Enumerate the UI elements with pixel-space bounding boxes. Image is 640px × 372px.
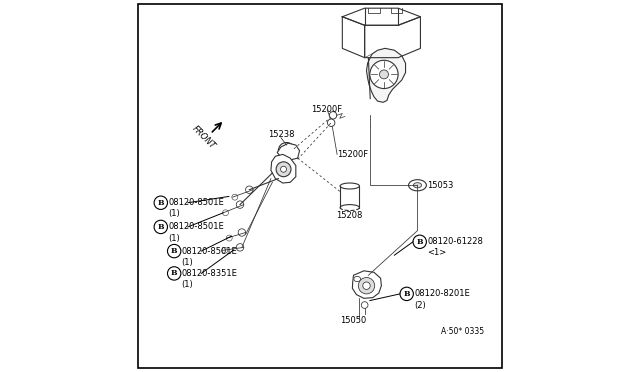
Text: 08120-8501E: 08120-8501E bbox=[182, 247, 237, 256]
Text: 15053: 15053 bbox=[427, 181, 454, 190]
Text: B: B bbox=[171, 247, 177, 255]
Text: FRONT: FRONT bbox=[190, 124, 217, 151]
Text: 15050: 15050 bbox=[340, 316, 367, 325]
Text: B: B bbox=[157, 199, 164, 207]
Circle shape bbox=[362, 302, 368, 308]
Text: 08120-61228: 08120-61228 bbox=[427, 237, 483, 246]
Text: B: B bbox=[157, 223, 164, 231]
Circle shape bbox=[330, 112, 337, 119]
Text: 15238: 15238 bbox=[268, 130, 294, 139]
Circle shape bbox=[223, 210, 228, 216]
Circle shape bbox=[370, 60, 398, 89]
Polygon shape bbox=[277, 143, 300, 160]
Text: A·50* 0335: A·50* 0335 bbox=[442, 327, 484, 336]
Text: B: B bbox=[403, 290, 410, 298]
Text: (1): (1) bbox=[182, 258, 193, 267]
Text: 15200F: 15200F bbox=[337, 150, 368, 159]
Circle shape bbox=[236, 244, 244, 251]
Circle shape bbox=[358, 278, 374, 294]
Text: 08120-8501E: 08120-8501E bbox=[168, 222, 224, 231]
Text: (1): (1) bbox=[168, 234, 180, 243]
Text: 08120-8501E: 08120-8501E bbox=[168, 198, 224, 207]
Polygon shape bbox=[367, 48, 406, 102]
Ellipse shape bbox=[413, 183, 422, 188]
Circle shape bbox=[363, 282, 370, 289]
Circle shape bbox=[328, 119, 335, 126]
Text: B: B bbox=[171, 269, 177, 278]
Circle shape bbox=[227, 235, 232, 241]
Polygon shape bbox=[271, 154, 296, 183]
Circle shape bbox=[154, 196, 168, 209]
Text: 08120-8351E: 08120-8351E bbox=[182, 269, 237, 278]
Circle shape bbox=[168, 244, 181, 258]
Circle shape bbox=[232, 194, 238, 200]
Circle shape bbox=[400, 287, 413, 301]
Circle shape bbox=[278, 142, 294, 159]
Circle shape bbox=[236, 201, 244, 208]
Circle shape bbox=[380, 70, 388, 79]
Ellipse shape bbox=[354, 276, 360, 282]
Circle shape bbox=[154, 220, 168, 234]
Text: (1): (1) bbox=[182, 280, 193, 289]
Circle shape bbox=[238, 229, 246, 236]
Circle shape bbox=[168, 267, 181, 280]
Circle shape bbox=[413, 235, 426, 248]
Text: 15200F: 15200F bbox=[311, 105, 342, 114]
Circle shape bbox=[276, 162, 291, 177]
Text: (2): (2) bbox=[414, 301, 426, 310]
Polygon shape bbox=[353, 271, 381, 298]
Circle shape bbox=[280, 166, 287, 172]
Text: B: B bbox=[417, 238, 423, 246]
Ellipse shape bbox=[408, 180, 426, 191]
Circle shape bbox=[222, 247, 228, 253]
Text: (1): (1) bbox=[168, 209, 180, 218]
Circle shape bbox=[282, 146, 291, 155]
Text: <1>: <1> bbox=[427, 248, 446, 257]
Text: 15208: 15208 bbox=[337, 211, 363, 220]
Text: 08120-8201E: 08120-8201E bbox=[414, 289, 470, 298]
Circle shape bbox=[246, 186, 253, 193]
